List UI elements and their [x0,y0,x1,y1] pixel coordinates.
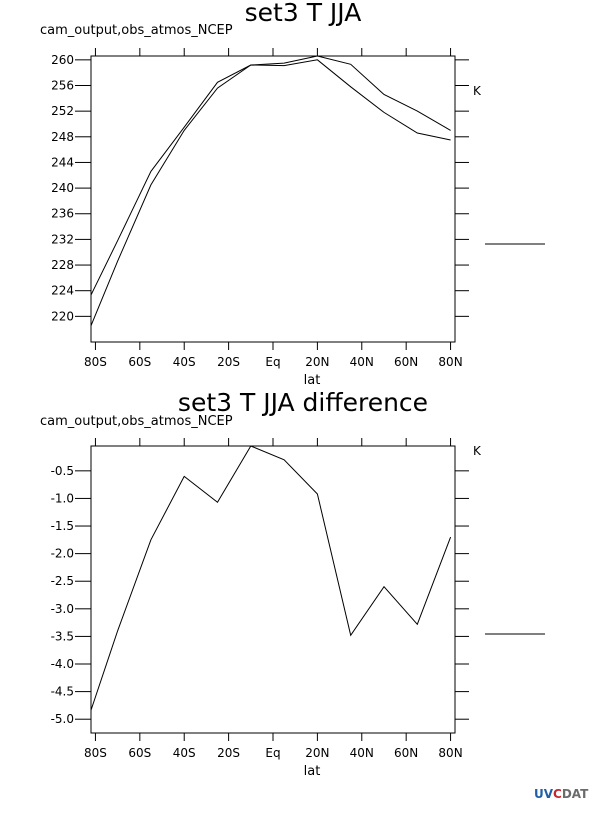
y-unit-label: K [473,84,482,98]
y-tick-label: 232 [51,232,74,246]
y-tick-label: 244 [51,155,74,169]
x-tick-label: 40S [173,746,196,760]
panel-title: set3 T JJA difference [178,388,428,417]
axis-ticks: 220 224 228 232 236 240 244 248 252 256 260 80S 60S 4… [51,48,469,369]
x-tick-label: 20S [217,746,240,760]
y-tick-label: -3.0 [51,602,74,616]
svg-text:UVCDAT: UVCDAT [534,787,589,801]
y-tick-label: 228 [51,258,74,272]
panel-subtitle: cam_output,obs_atmos_NCEP [40,414,233,429]
y-tick-label: 236 [51,207,74,221]
y-tick-label: -4.5 [51,685,74,699]
x-tick-label: Eq [265,746,280,760]
panel-temperature: set3 T JJA cam_output,obs_atmos_NCEP K l… [40,0,545,388]
x-tick-label: 60N [394,746,418,760]
logo-text-dat: DAT [562,787,589,801]
y-tick-label: -2.5 [51,574,74,588]
x-tick-label: 40S [173,355,196,369]
x-tick-label: 20S [217,355,240,369]
x-tick-label: 80N [438,746,462,760]
plot-frame [90,55,456,343]
y-tick-label: 260 [51,53,74,67]
x-tick-label: Eq [265,355,280,369]
y-unit-label: K [473,444,482,458]
panel-difference: set3 T JJA difference cam_output,obs_atm… [40,388,545,779]
logo-text-uv: UV [534,787,554,801]
x-tick-label: 20N [305,746,329,760]
x-tick-label: 80S [84,355,107,369]
x-axis-label: lat [304,764,321,779]
x-tick-label: 60N [394,355,418,369]
y-tick-label: 256 [51,78,74,92]
y-tick-label: -1.0 [51,491,74,505]
panel-subtitle: cam_output,obs_atmos_NCEP [40,23,233,38]
x-axis-label: lat [304,373,321,388]
y-tick-label: 224 [51,284,74,298]
y-tick-label: -3.5 [51,629,74,643]
y-tick-label: -2.0 [51,547,74,561]
x-tick-label: 80S [84,746,107,760]
axis-ticks: -5.0 -4.5 -4.0 -3.5 -3.0 -2.5 -2.0 -1.5 -1.0 -0.5… [51,438,469,760]
x-tick-label: 60S [128,355,151,369]
series-group [91,56,451,328]
y-tick-label: -1.5 [51,519,74,533]
panel-title: set3 T JJA [245,0,362,27]
y-tick-label: -4.0 [51,657,74,671]
series-line-2 [91,59,451,328]
logo-text-c: C [553,787,562,801]
series-line-1 [91,56,451,297]
uvcdat-logo: UVCDAT [534,787,589,801]
x-tick-label: 20N [305,355,329,369]
y-tick-label: -0.5 [51,464,74,478]
plot-frame [90,445,456,734]
series-group [91,446,452,712]
y-tick-label: 240 [51,181,74,195]
x-tick-label: 80N [438,355,462,369]
x-tick-label: 40N [350,355,374,369]
x-tick-label: 40N [350,746,374,760]
y-tick-label: 252 [51,104,74,118]
series-line-1 [91,446,452,712]
x-tick-label: 60S [128,746,151,760]
y-tick-label: -5.0 [51,712,74,726]
y-tick-label: 220 [51,309,74,323]
y-tick-label: 248 [51,130,74,144]
